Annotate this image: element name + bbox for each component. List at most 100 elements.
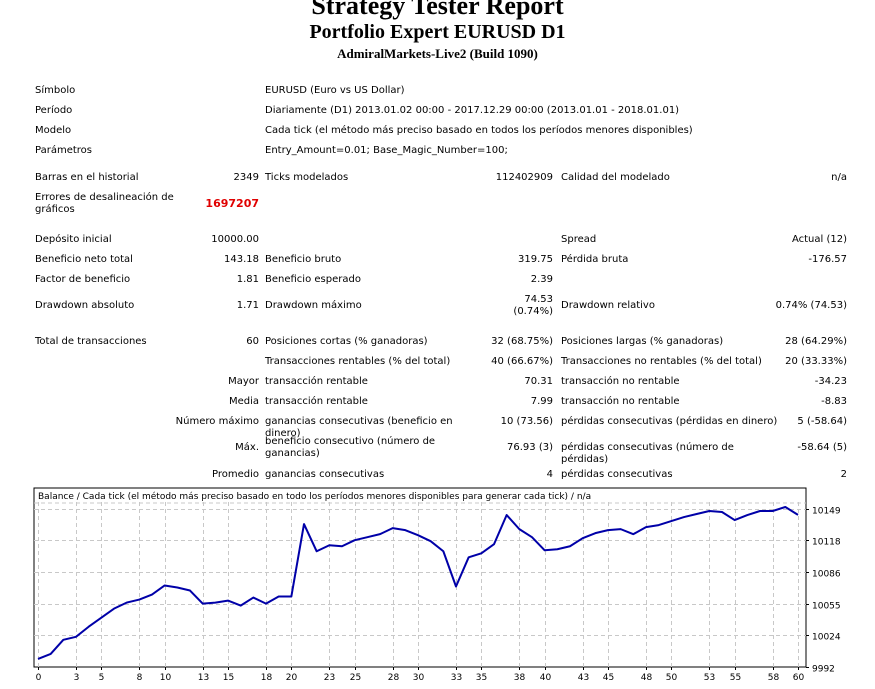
y-tick-label: 10055 [812,602,841,612]
stat-value: Mayor [228,376,259,387]
chart-title: Balance / Cada tick (el método más preci… [38,491,591,502]
stat-label: Beneficio esperado [265,274,361,285]
stat-value: 2.39 [530,274,553,285]
stat-label: transacción rentable [265,376,368,387]
x-tick-label: 33 [451,673,462,683]
x-tick-label: 23 [324,673,335,683]
stat-value: Promedio [211,469,259,480]
report-subtitle: Portfolio Expert EURUSD D1 [309,21,566,43]
stat-value: Número máximo [175,416,259,427]
stat-label: Barras en el historial [35,172,139,183]
stat-label: transacción no rentable [561,396,680,407]
stat-label: Drawdown absoluto [35,300,135,311]
stat-label: ganancias consecutivas [265,469,385,480]
stat-label: Posiciones cortas (% ganadoras) [265,336,428,347]
x-tick-label: 8 [137,673,143,683]
stat-value: Media [228,396,259,407]
y-tick-label: 10024 [812,633,841,643]
stat-label: Depósito inicial [35,234,112,245]
stat-value: 28 (64.29%) [785,336,847,347]
report-title: Strategy Tester Report [311,0,564,20]
stat-value: 143.18 [224,254,259,265]
stat-label: ganancias consecutivas (beneficio en din… [265,416,453,439]
stat-label: Transacciones rentables (% del total) [265,356,451,367]
y-tick-label: 10086 [812,570,841,580]
stat-label: Errores de desalineación de gráficos [35,192,174,215]
x-tick-label: 55 [730,673,741,683]
info-label: Período [35,105,73,116]
stat-value: Actual (12) [791,234,847,245]
stat-value: 20 (33.33%) [785,356,847,367]
stat-value: 112402909 [495,172,553,183]
stat-value: 76.93 (3) [507,442,553,453]
stat-value: 2349 [233,172,259,183]
stat-value: 70.31 [524,376,553,387]
stat-value: 4 [546,469,553,480]
x-tick-label: 45 [603,673,614,683]
info-value: Entry_Amount=0.01; Base_Magic_Number=100… [265,145,508,156]
info-value: Diariamente (D1) 2013.01.02 00:00 - 2017… [265,105,680,116]
info-value: Cada tick (el método más preciso basado … [265,125,693,136]
stat-value: 1697207 [205,197,259,210]
stat-label: transacción rentable [265,396,368,407]
stat-value: -8.83 [821,396,847,407]
info-value: EURUSD (Euro vs US Dollar) [265,85,405,96]
x-tick-label: 43 [578,673,589,683]
x-tick-label: 3 [74,673,80,683]
stat-value: 32 (68.75%) [491,336,553,347]
x-tick-label: 35 [476,673,487,683]
stat-value: 7.99 [530,396,553,407]
x-tick-label: 38 [514,673,526,683]
stat-value: 319.75 [518,254,553,265]
x-tick-label: 18 [261,673,273,683]
stat-label: Drawdown relativo [561,300,655,311]
stat-label: Ticks modelados [265,172,349,183]
info-label: Modelo [35,125,72,136]
stat-value: -176.57 [808,254,847,265]
stat-value: 0.74% (74.53) [775,300,847,311]
info-label: Símbolo [35,85,76,96]
stat-label: pérdidas consecutivas [561,469,673,480]
stat-label: Transacciones no rentables (% del total) [561,356,762,367]
x-tick-label: 40 [540,673,552,683]
x-tick-label: 50 [666,673,678,683]
stat-value: 2 [840,469,847,480]
stat-value: -34.23 [814,376,847,387]
y-tick-label: 10149 [812,507,841,517]
stat-value: -58.64 (5) [797,442,847,453]
x-tick-label: 20 [286,673,298,683]
stat-value: Máx. [235,442,259,453]
x-tick-label: 13 [198,673,209,683]
stat-value: 10000.00 [211,234,259,245]
stat-value: n/a [831,172,847,183]
stat-value: 1.81 [236,274,259,285]
stat-label: Posiciones largas (% ganadoras) [561,336,724,347]
stat-label: beneficio consecutivo (número de gananci… [265,436,436,459]
x-tick-label: 10 [160,673,172,683]
x-tick-label: 15 [223,673,234,683]
stat-label: pérdidas consecutivas (número de pérdida… [561,442,734,465]
balance-line [37,505,799,660]
stat-value: 10 (73.56) [500,416,553,427]
x-tick-label: 53 [704,673,715,683]
x-tick-label: 0 [36,673,42,683]
stat-label: pérdidas consecutivas (pérdidas en diner… [561,416,778,427]
stat-value: 5 (-58.64) [797,416,847,427]
stat-value: 40 (66.67%) [491,356,553,367]
stat-label: Beneficio bruto [265,254,342,265]
x-tick-label: 25 [350,673,361,683]
x-tick-label: 48 [641,673,653,683]
x-tick-label: 28 [388,673,400,683]
stat-label: Factor de beneficio [35,274,131,285]
info-label: Parámetros [35,145,92,156]
y-tick-label: 10118 [812,538,841,548]
balance-chart: 0 3 5 8 10 13 15 18 20 23 25 28 30 33 35 38 40 43 45 48 50 53… [33,487,841,683]
stat-value: 74.53 (0.74%) [513,294,553,317]
server-build: AdmiralMarkets-Live2 (Build 1090) [337,46,538,61]
stat-label: Beneficio neto total [35,254,133,265]
stat-label: Total de transacciones [35,336,147,347]
stat-label: Drawdown máximo [265,300,362,311]
stat-label: Spread [561,234,597,245]
x-tick-label: 5 [99,673,105,683]
stat-value: 60 [246,336,259,347]
